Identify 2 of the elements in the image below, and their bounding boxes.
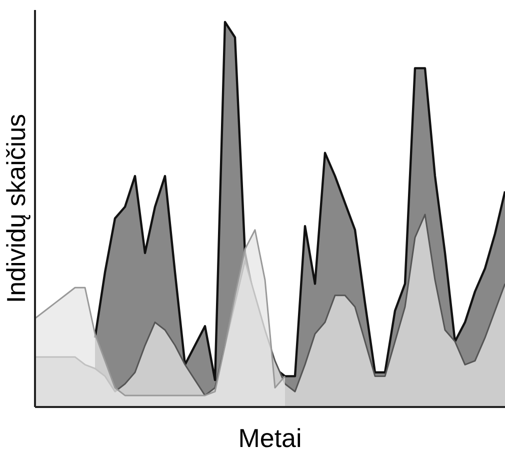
x-axis-title: Metai (238, 423, 302, 453)
y-axis-title: Individų skaičius (1, 114, 31, 304)
